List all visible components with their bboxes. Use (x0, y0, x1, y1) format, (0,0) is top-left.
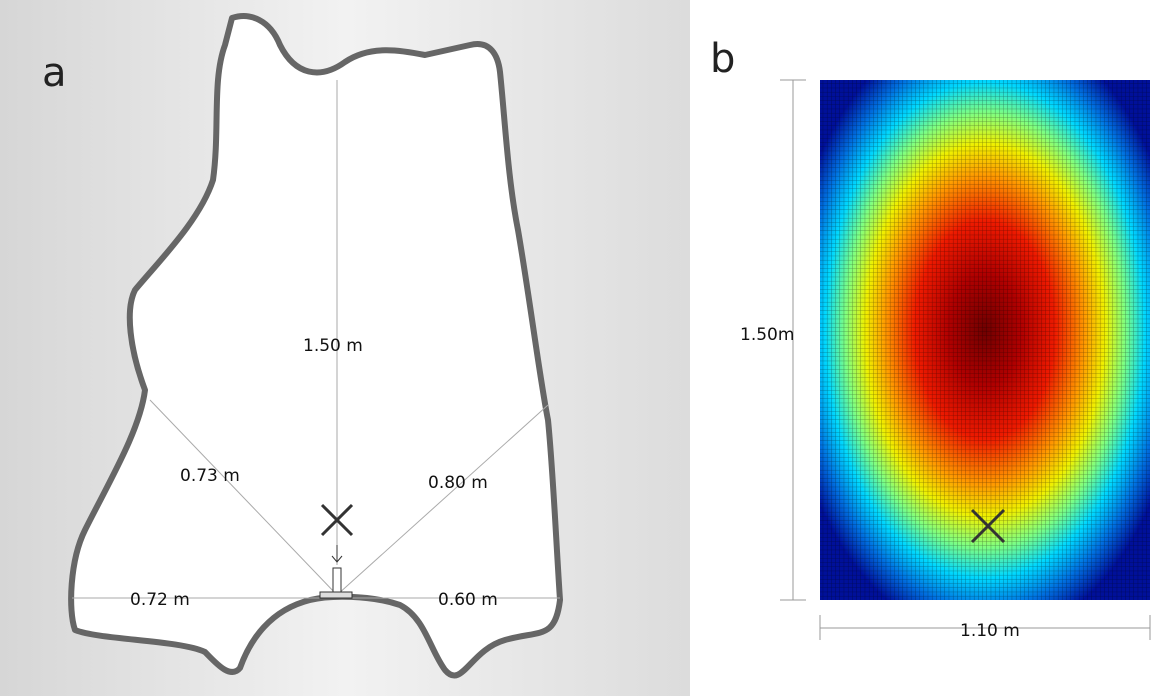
measure-label: 1.50 m (303, 336, 363, 356)
outline (68, 13, 563, 679)
measure-lines (72, 80, 560, 599)
measure-label: 0.80 m (428, 473, 488, 493)
device-base (319, 591, 353, 599)
panel-label: b (710, 36, 735, 82)
measure-label: 0.60 m (438, 590, 498, 610)
panel-label: a (42, 50, 67, 96)
dimension-label: 1.50m (740, 325, 794, 345)
measure-label: 0.72 m (130, 590, 190, 610)
device (332, 567, 342, 593)
dimension-label: 1.10 m (960, 621, 1020, 641)
heatmap-grid (820, 80, 1150, 600)
arrow (331, 545, 343, 563)
panel-b: b 1.50m 1.10 m (710, 36, 1151, 641)
measure-label: 0.73 m (180, 466, 240, 486)
panel-a: a 1.50 m 0.73 m 0.80 m 0.72 m 0.60 m (0, 0, 690, 696)
dimension-lines (780, 79, 1151, 640)
x-mark (320, 503, 354, 537)
x-mark (970, 508, 1006, 544)
